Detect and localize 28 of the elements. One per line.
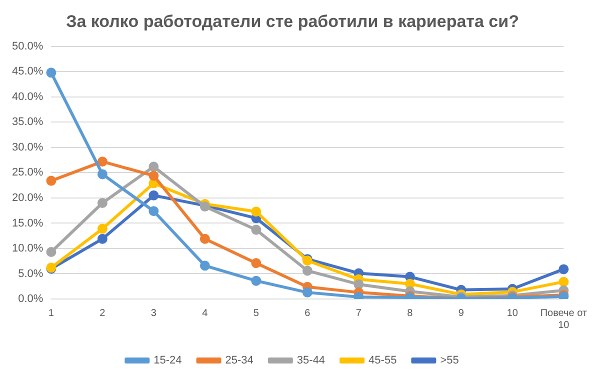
chart-title: За колко работодатели сте работили в кариерата си? — [66, 12, 519, 31]
y-tick-label: 25.0% — [12, 166, 44, 179]
y-tick-label: 15.0% — [12, 217, 44, 230]
legend-label: >55 — [440, 354, 459, 367]
legend-label: 45-55 — [368, 354, 397, 367]
x-tick-label: 2 — [100, 308, 106, 319]
x-tick-label: 5 — [253, 308, 260, 319]
x-tick-label: 4 — [202, 308, 208, 319]
x-tick-label: 7 — [356, 308, 362, 319]
legend-label: 35-44 — [296, 354, 326, 367]
x-tick-label: 3 — [150, 308, 157, 319]
x-tick-label: 1 — [48, 308, 54, 319]
y-tick-label: 5.0% — [18, 268, 44, 280]
y-tick-label: 20.0% — [12, 192, 44, 204]
y-tick-label: 50.0% — [12, 40, 44, 52]
x-tick-label: 6 — [304, 308, 311, 319]
y-tick-label: 10.0% — [12, 242, 44, 255]
x-tick-label: 8 — [407, 308, 414, 319]
x-tick-label: Повече от 10 — [540, 308, 588, 331]
legend-label: 15-24 — [154, 354, 182, 367]
y-tick-label: 35.0% — [12, 116, 44, 128]
legend-label: 25-34 — [225, 354, 254, 367]
x-tick-label: 10 — [506, 308, 518, 319]
y-tick-label: 30.0% — [12, 141, 44, 154]
x-tick-label: 9 — [458, 308, 464, 319]
y-tick-label: 0.0% — [18, 293, 44, 306]
y-tick-label: 45.0% — [12, 66, 44, 78]
y-tick-label: 40.0% — [12, 90, 44, 103]
